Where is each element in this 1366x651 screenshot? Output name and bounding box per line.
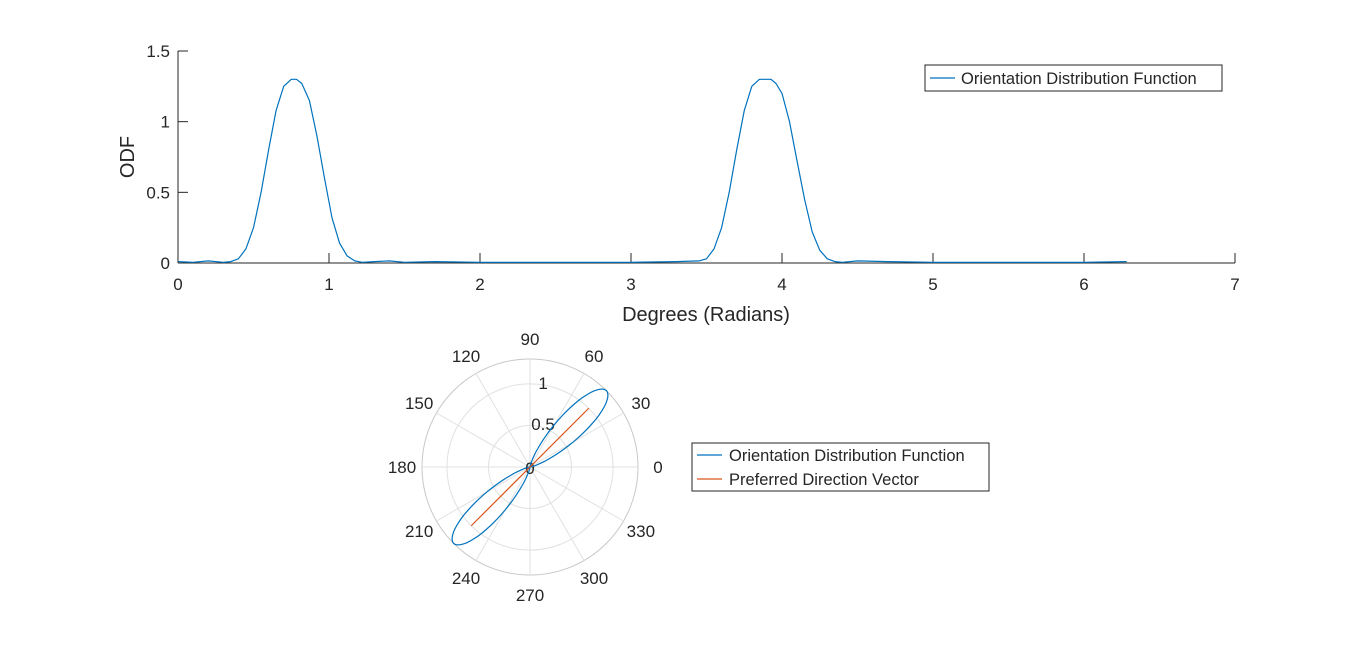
theta-tick-label: 210 [405,522,433,541]
x-tick-label: 2 [475,275,484,294]
theta-tick-label: 330 [627,522,655,541]
legend[interactable]: Orientation Distribution Function [924,64,1223,92]
x-tick-label: 1 [324,275,333,294]
y-tick-label: 0 [161,254,170,273]
theta-tick-label: 180 [388,458,416,477]
theta-tick-label: 60 [585,347,604,366]
odf-polar-chart: 0 30 60 90 120 150 180 210 240 270 300 330 0 0.5 1 Or… [388,330,990,605]
theta-tick-label: 120 [452,347,480,366]
x-axis: 0 1 2 3 4 5 6 7 Degrees (Radians) [173,253,1240,326]
y-axis-label: ODF [117,136,139,178]
y-axis: 0 0.5 1 1.5 ODF [117,42,188,273]
x-tick-label: 0 [173,275,182,294]
series-group [177,78,1127,263]
y-tick-label: 1 [161,113,170,132]
theta-tick-label: 270 [516,586,544,605]
r-tick-label: 0.5 [531,415,555,434]
x-tick-label: 7 [1230,275,1239,294]
polar-series-group [451,388,609,546]
legend-box [924,64,1223,92]
x-tick-group: 0 1 2 3 4 5 6 7 [173,253,1240,294]
x-tick-label: 6 [1079,275,1088,294]
x-tick-label: 5 [928,275,937,294]
y-tick-label: 0.5 [146,183,170,202]
x-tick-label: 3 [626,275,635,294]
theta-tick-group: 0 30 60 90 120 150 180 210 240 270 300 330 [388,330,663,605]
theta-tick-label: 90 [521,330,540,349]
polar-legend[interactable]: Orientation Distribution Function Prefer… [691,442,990,492]
x-tick-label: 4 [777,275,786,294]
odf-series-line [177,78,1127,263]
polar-spoke [529,466,624,522]
theta-tick-label: 150 [405,394,433,413]
polar-legend-label-odf: Orientation Distribution Function [729,447,965,465]
polar-spoke [475,466,531,561]
legend-label-odf: Orientation Distribution Function [961,70,1197,88]
y-tick-label: 1.5 [146,42,170,61]
preferred-direction-line [470,407,590,527]
polar-legend-label-pdv: Preferred Direction Vector [729,471,919,489]
polar-spoke [529,373,585,468]
x-axis-label: Degrees (Radians) [622,304,790,326]
polar-legend-box [691,442,990,492]
polar-spoke [436,412,531,468]
r-tick-label: 1 [538,374,547,393]
theta-tick-label: 0 [653,458,662,477]
theta-tick-label: 300 [580,569,608,588]
theta-tick-label: 30 [631,394,650,413]
polar-spoke [436,466,531,522]
polar-spoke [529,412,624,468]
polar-spoke [475,373,531,468]
polar-spoke [529,466,585,561]
y-tick-group: 0 0.5 1 1.5 [146,42,188,273]
polar-grid [421,358,639,576]
theta-tick-label: 240 [452,569,480,588]
